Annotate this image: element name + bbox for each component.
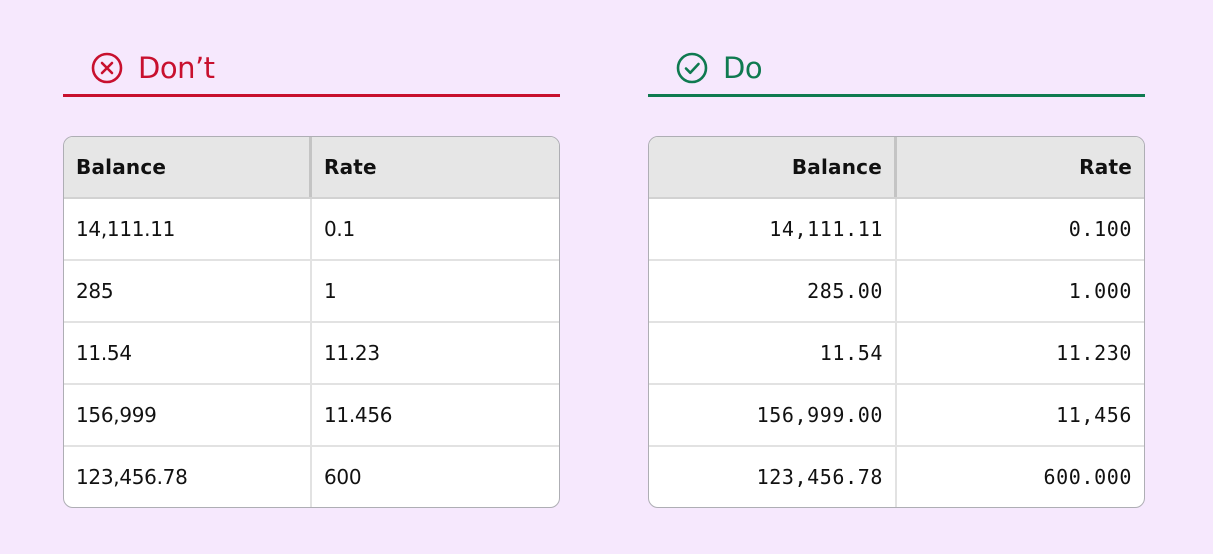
rate-cell: 600 [324,465,362,489]
dont-heading: Don’t [91,50,215,86]
table-row: 285 1 [64,261,559,323]
table-row: 14,111.11 0.1 [64,199,559,261]
rate-cell: 0.1 [324,217,355,241]
dont-title: Don’t [138,51,215,85]
balance-cell: 123,456.78 [64,447,312,507]
table-row: 14,111.11 0.100 [649,199,1144,261]
balance-cell: 285.00 [649,261,897,321]
check-circle-icon [676,52,708,84]
table-row: 156,999.00 11,456 [649,385,1144,447]
table-row: 11.54 11.23 [64,323,559,385]
rate-cell: 1 [324,279,337,303]
rate-cell: 11.456 [324,403,393,427]
do-title: Do [723,51,763,85]
table-row: 285.00 1.000 [649,261,1144,323]
header-rate: Rate [324,155,377,179]
balance-cell: 123,456.78 [649,447,897,507]
header-rate: Rate [1079,155,1132,179]
header-balance: Balance [649,137,897,197]
balance-cell: 14,111.11 [64,199,312,259]
dont-underline [63,94,560,97]
balance-cell: 285 [64,261,312,321]
balance-cell: 11.54 [649,323,897,383]
table-row: 123,456.78 600 [64,447,559,507]
balance-cell: 156,999.00 [649,385,897,445]
rate-cell: 11,456 [1056,403,1132,427]
rate-cell: 11.230 [1056,341,1132,365]
rate-cell: 0.100 [1068,217,1132,241]
dont-table: Balance Rate 14,111.11 0.1 285 1 11.54 1… [63,136,560,508]
header-balance: Balance [64,137,312,197]
balance-cell: 14,111.11 [649,199,897,259]
table-row: 156,999 11.456 [64,385,559,447]
rate-cell: 1.000 [1068,279,1132,303]
do-underline [648,94,1145,97]
rate-cell: 11.23 [324,341,380,365]
x-circle-icon [91,52,123,84]
balance-cell: 11.54 [64,323,312,383]
table-header-row: Balance Rate [64,137,559,199]
do-table: Balance Rate 14,111.11 0.100 285.00 1.00… [648,136,1145,508]
table-header-row: Balance Rate [649,137,1144,199]
do-heading: Do [676,50,763,86]
table-row: 123,456.78 600.000 [649,447,1144,507]
table-row: 11.54 11.230 [649,323,1144,385]
balance-cell: 156,999 [64,385,312,445]
rate-cell: 600.000 [1043,465,1132,489]
